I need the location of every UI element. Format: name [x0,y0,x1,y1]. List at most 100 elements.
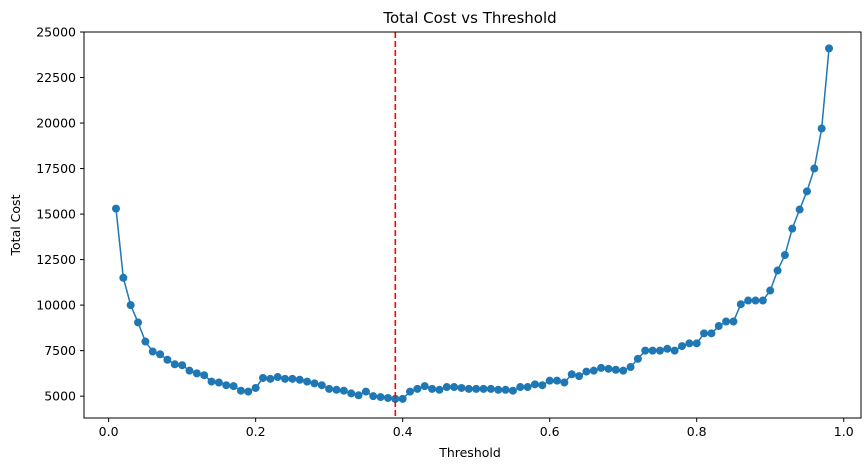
data-point [802,187,811,196]
data-point [494,385,503,394]
data-point [678,342,686,351]
x-tick-label: 0.0 [99,424,119,439]
data-point [692,339,701,348]
data-point [310,379,319,388]
data-point [663,344,672,353]
y-tick-label: 5000 [44,389,76,404]
y-axis: 5000 7500 10000 12500 15000 17500 20000 22500 25… [36,25,84,404]
data-point [523,383,532,392]
series-line [115,48,830,400]
data-point [229,382,238,391]
data-point [575,372,584,381]
data-point [185,366,194,375]
data-point [560,378,569,387]
data-point [619,366,628,375]
x-axis-label: Threshold [438,445,501,460]
data-point [655,346,664,355]
data-point [553,376,562,385]
data-point [156,350,165,359]
data-point [633,354,642,363]
y-tick-label: 15000 [36,207,76,222]
data-point [508,386,517,395]
data-point [685,339,694,348]
data-point [825,44,834,53]
data-point [780,251,789,260]
y-tick-label: 10000 [36,298,76,313]
data-point [406,387,415,396]
data-point [545,376,554,385]
data-point [722,317,731,326]
y-tick-label: 17500 [36,161,76,176]
data-point [383,393,392,402]
data-point [435,385,444,394]
y-tick-label: 12500 [36,252,76,267]
data-point [244,387,253,396]
data-point [744,296,753,305]
data-point [472,384,481,393]
data-point [325,384,334,393]
data-point [273,373,282,382]
data-point [788,224,797,233]
data-point [236,386,245,395]
data-point [266,374,275,383]
data-point [134,318,143,327]
data-point [111,204,120,213]
data-point [141,337,150,346]
data-point [222,381,231,390]
data-point [766,286,775,295]
data-point [288,374,297,383]
data-point [530,380,539,389]
data-point [567,370,576,379]
x-tick-label: 0.4 [393,424,413,439]
data-point [428,384,437,393]
data-point [626,363,635,372]
data-point [457,383,466,392]
data-point [398,394,407,403]
data-point [347,389,356,398]
plot-frame [83,31,862,419]
x-tick-label: 0.2 [246,424,266,439]
x-tick-label: 1.0 [834,424,854,439]
data-point [119,273,128,282]
data-point [450,383,459,392]
data-point [641,346,650,355]
data-point [773,266,782,275]
data-point [442,383,451,392]
data-point [758,296,767,305]
data-point [700,329,709,338]
data-point [259,373,267,382]
data-point [200,371,209,380]
data-point [332,385,341,394]
plot-area [111,32,834,418]
y-tick-label: 25000 [36,25,76,40]
data-point [376,393,385,402]
data-point [163,355,172,364]
data-point [810,164,819,173]
x-axis: 0.0 0.2 0.4 0.6 0.8 1.0 [99,418,854,439]
data-point [170,360,179,369]
data-point [751,296,760,305]
y-axis-label: Total Cost [8,194,23,256]
data-point [486,384,495,393]
y-tick-label: 22500 [36,70,76,85]
data-point [354,391,363,400]
data-point [479,384,488,393]
data-point [413,384,422,393]
data-point [648,346,657,355]
data-point [148,347,157,356]
data-point [420,382,429,391]
data-point [126,301,135,310]
data-point [736,300,745,309]
data-point [281,374,290,383]
y-tick-label: 20000 [36,116,76,131]
data-point [192,369,201,378]
data-point [391,394,400,403]
data-point [714,322,723,331]
data-point [501,385,510,394]
data-point [303,377,312,386]
data-point [597,363,606,372]
data-point [361,387,370,396]
data-point [207,377,216,386]
data-point [538,381,547,390]
